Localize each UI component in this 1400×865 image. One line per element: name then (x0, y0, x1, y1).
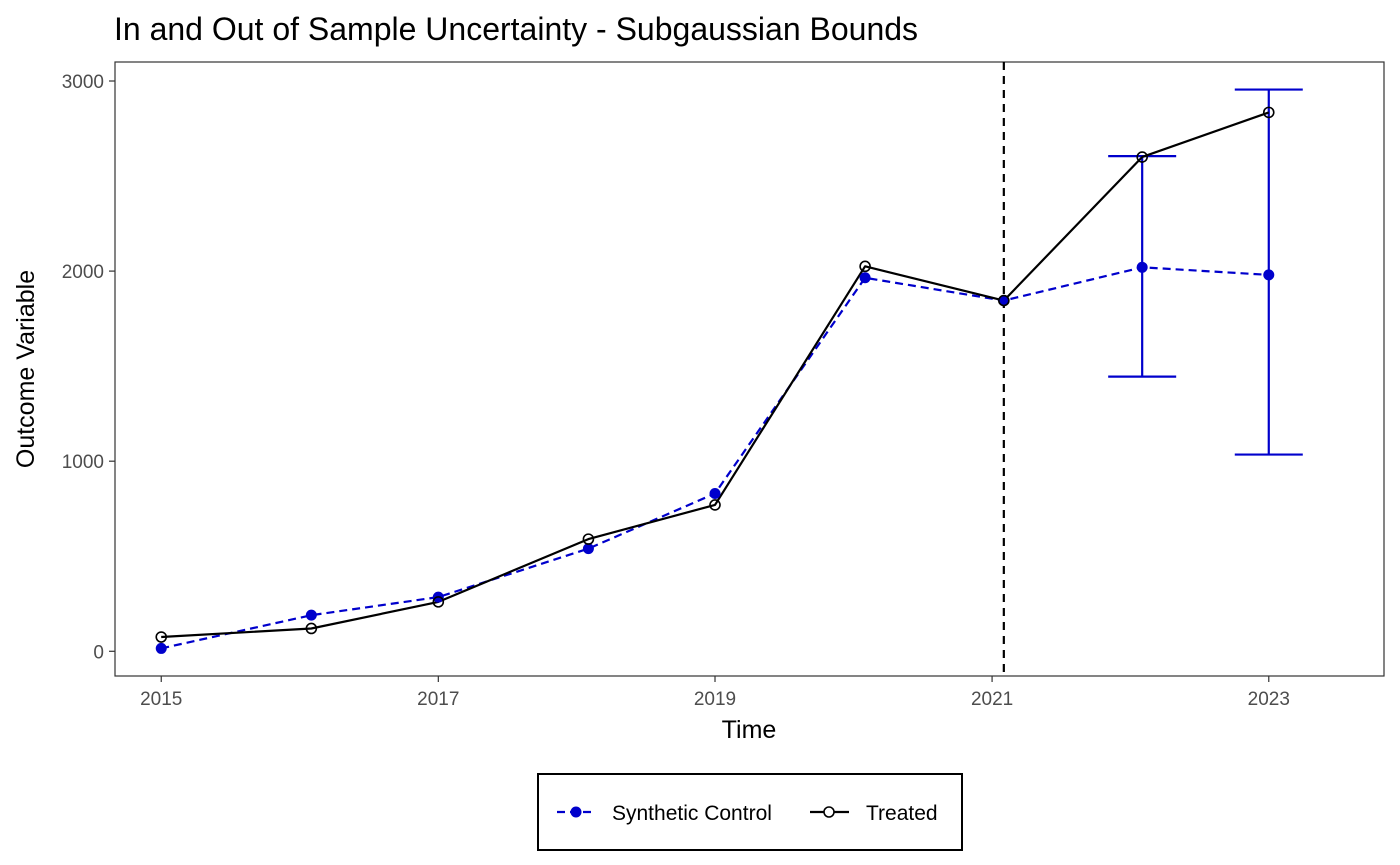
x-axis: 2015 2017 2019 2021 2023 (140, 676, 1290, 710)
y-tick-label: 2000 (62, 262, 104, 283)
legend-label-synthetic-control: Synthetic Control (612, 802, 772, 825)
data-point-treated (432, 596, 445, 608)
plot-area (155, 62, 1303, 676)
data-point-treated (155, 631, 168, 643)
x-tick-label: 2021 (971, 689, 1013, 710)
data-point-treated (1262, 106, 1275, 119)
legend-key-treated-marker (823, 806, 835, 818)
data-point-treated (998, 294, 1010, 307)
series-line-synthetic-control (160, 266, 1269, 650)
legend-label-treated: Treated (866, 802, 938, 825)
y-tick-label: 0 (93, 642, 104, 663)
data-point-synthetic-control (859, 272, 871, 284)
series-line-treated (161, 111, 1270, 639)
chart-title: In and Out of Sample Uncertainty - Subga… (114, 11, 918, 47)
y-tick-label: 1000 (62, 452, 104, 473)
legend-box (537, 773, 963, 851)
data-point-synthetic-control (305, 609, 317, 621)
data-point-treated (582, 533, 595, 545)
y-tick-label: 3000 (62, 72, 104, 93)
data-point-synthetic-control (582, 543, 594, 555)
data-point-synthetic-control (1263, 269, 1275, 281)
data-point-synthetic-control (1136, 261, 1148, 273)
data-point-treated (709, 499, 721, 511)
y-axis: 0 1000 2000 3000 (62, 72, 115, 663)
x-axis-title: Time (722, 716, 777, 744)
data-point-synthetic-control (709, 488, 721, 500)
legend-key-synthetic-control-marker (570, 806, 582, 818)
x-tick-label: 2023 (1248, 689, 1290, 710)
data-point-treated (859, 260, 871, 273)
x-tick-label: 2015 (140, 689, 182, 710)
y-axis-title: Outcome Variable (12, 270, 40, 468)
legend: Synthetic Control Treated (537, 773, 963, 851)
x-tick-label: 2019 (694, 689, 736, 710)
data-point-treated (1136, 151, 1148, 163)
data-point-synthetic-control (998, 295, 1010, 307)
data-point-treated (305, 622, 318, 635)
plot-panel-border (114, 61, 1385, 677)
x-tick-label: 2017 (417, 689, 459, 710)
data-point-synthetic-control (155, 642, 167, 654)
